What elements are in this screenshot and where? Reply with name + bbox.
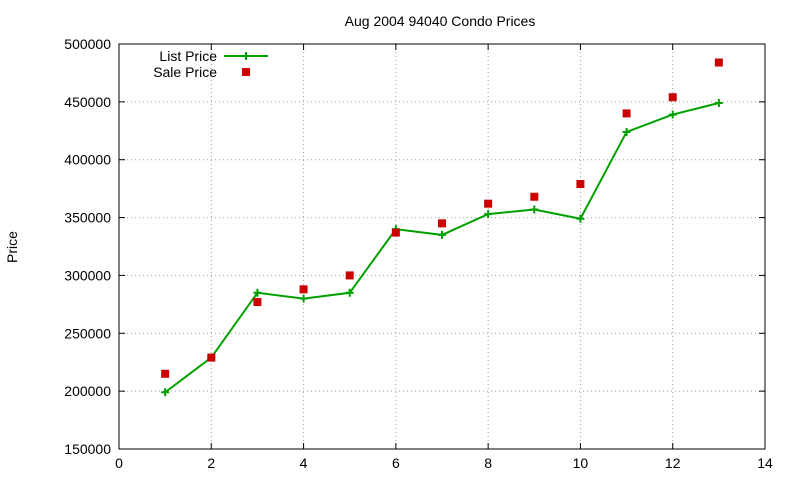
data-point [576,180,585,189]
y-axis-label: Price [4,231,20,263]
data-point [345,288,354,297]
x-tick-label: 8 [484,455,492,471]
x-tick-label: 10 [573,455,589,471]
plot-frame [118,43,766,450]
legend-label: List Price [159,48,217,64]
data-point [161,369,170,378]
y-tick-label: 450000 [64,94,111,110]
data-point [530,205,539,214]
data-point [299,285,308,294]
y-tick-label: 150000 [64,441,111,457]
data-point [438,219,446,228]
y-tick-label: 200000 [64,383,111,399]
x-tick-label: 2 [207,455,215,471]
legend-label: Sale Price [153,64,217,80]
data-point [668,93,677,102]
data-point [253,298,262,307]
data-point [484,199,493,208]
series-list-price [161,99,723,397]
data-point [207,353,216,362]
data-point [622,109,631,118]
y-tick-label: 300000 [64,267,111,283]
x-tick-label: 4 [300,455,308,471]
data-point [530,192,539,201]
data-point [253,288,262,297]
data-point [438,230,446,239]
data-point [299,294,308,303]
x-tick-label: 0 [115,455,123,471]
y-tick-label: 400000 [64,152,111,168]
x-tick-label: 14 [757,455,773,471]
data-point [242,68,250,76]
data-point [345,271,354,280]
series-sale-price [161,58,723,378]
data-point [668,110,677,119]
x-tick-label: 12 [665,455,681,471]
chart-title: Aug 2004 94040 Condo Prices [345,13,536,29]
data-point [714,99,723,108]
data-point [161,388,170,397]
y-tick-label: 500000 [64,36,111,52]
data-point [622,127,631,136]
grid [119,44,765,449]
data-point [576,214,585,223]
y-tick-label: 350000 [64,210,111,226]
series [161,58,723,397]
ticks: 0 2 4 6 8 10 12 14 150000 200000 250000 300000 35000… [64,36,773,471]
y-tick-label: 250000 [64,325,111,341]
data-point [391,228,400,237]
data-point [484,210,493,219]
x-tick-label: 6 [392,455,400,471]
series-line [164,102,720,394]
data-point [714,58,723,67]
data-point [242,52,250,60]
